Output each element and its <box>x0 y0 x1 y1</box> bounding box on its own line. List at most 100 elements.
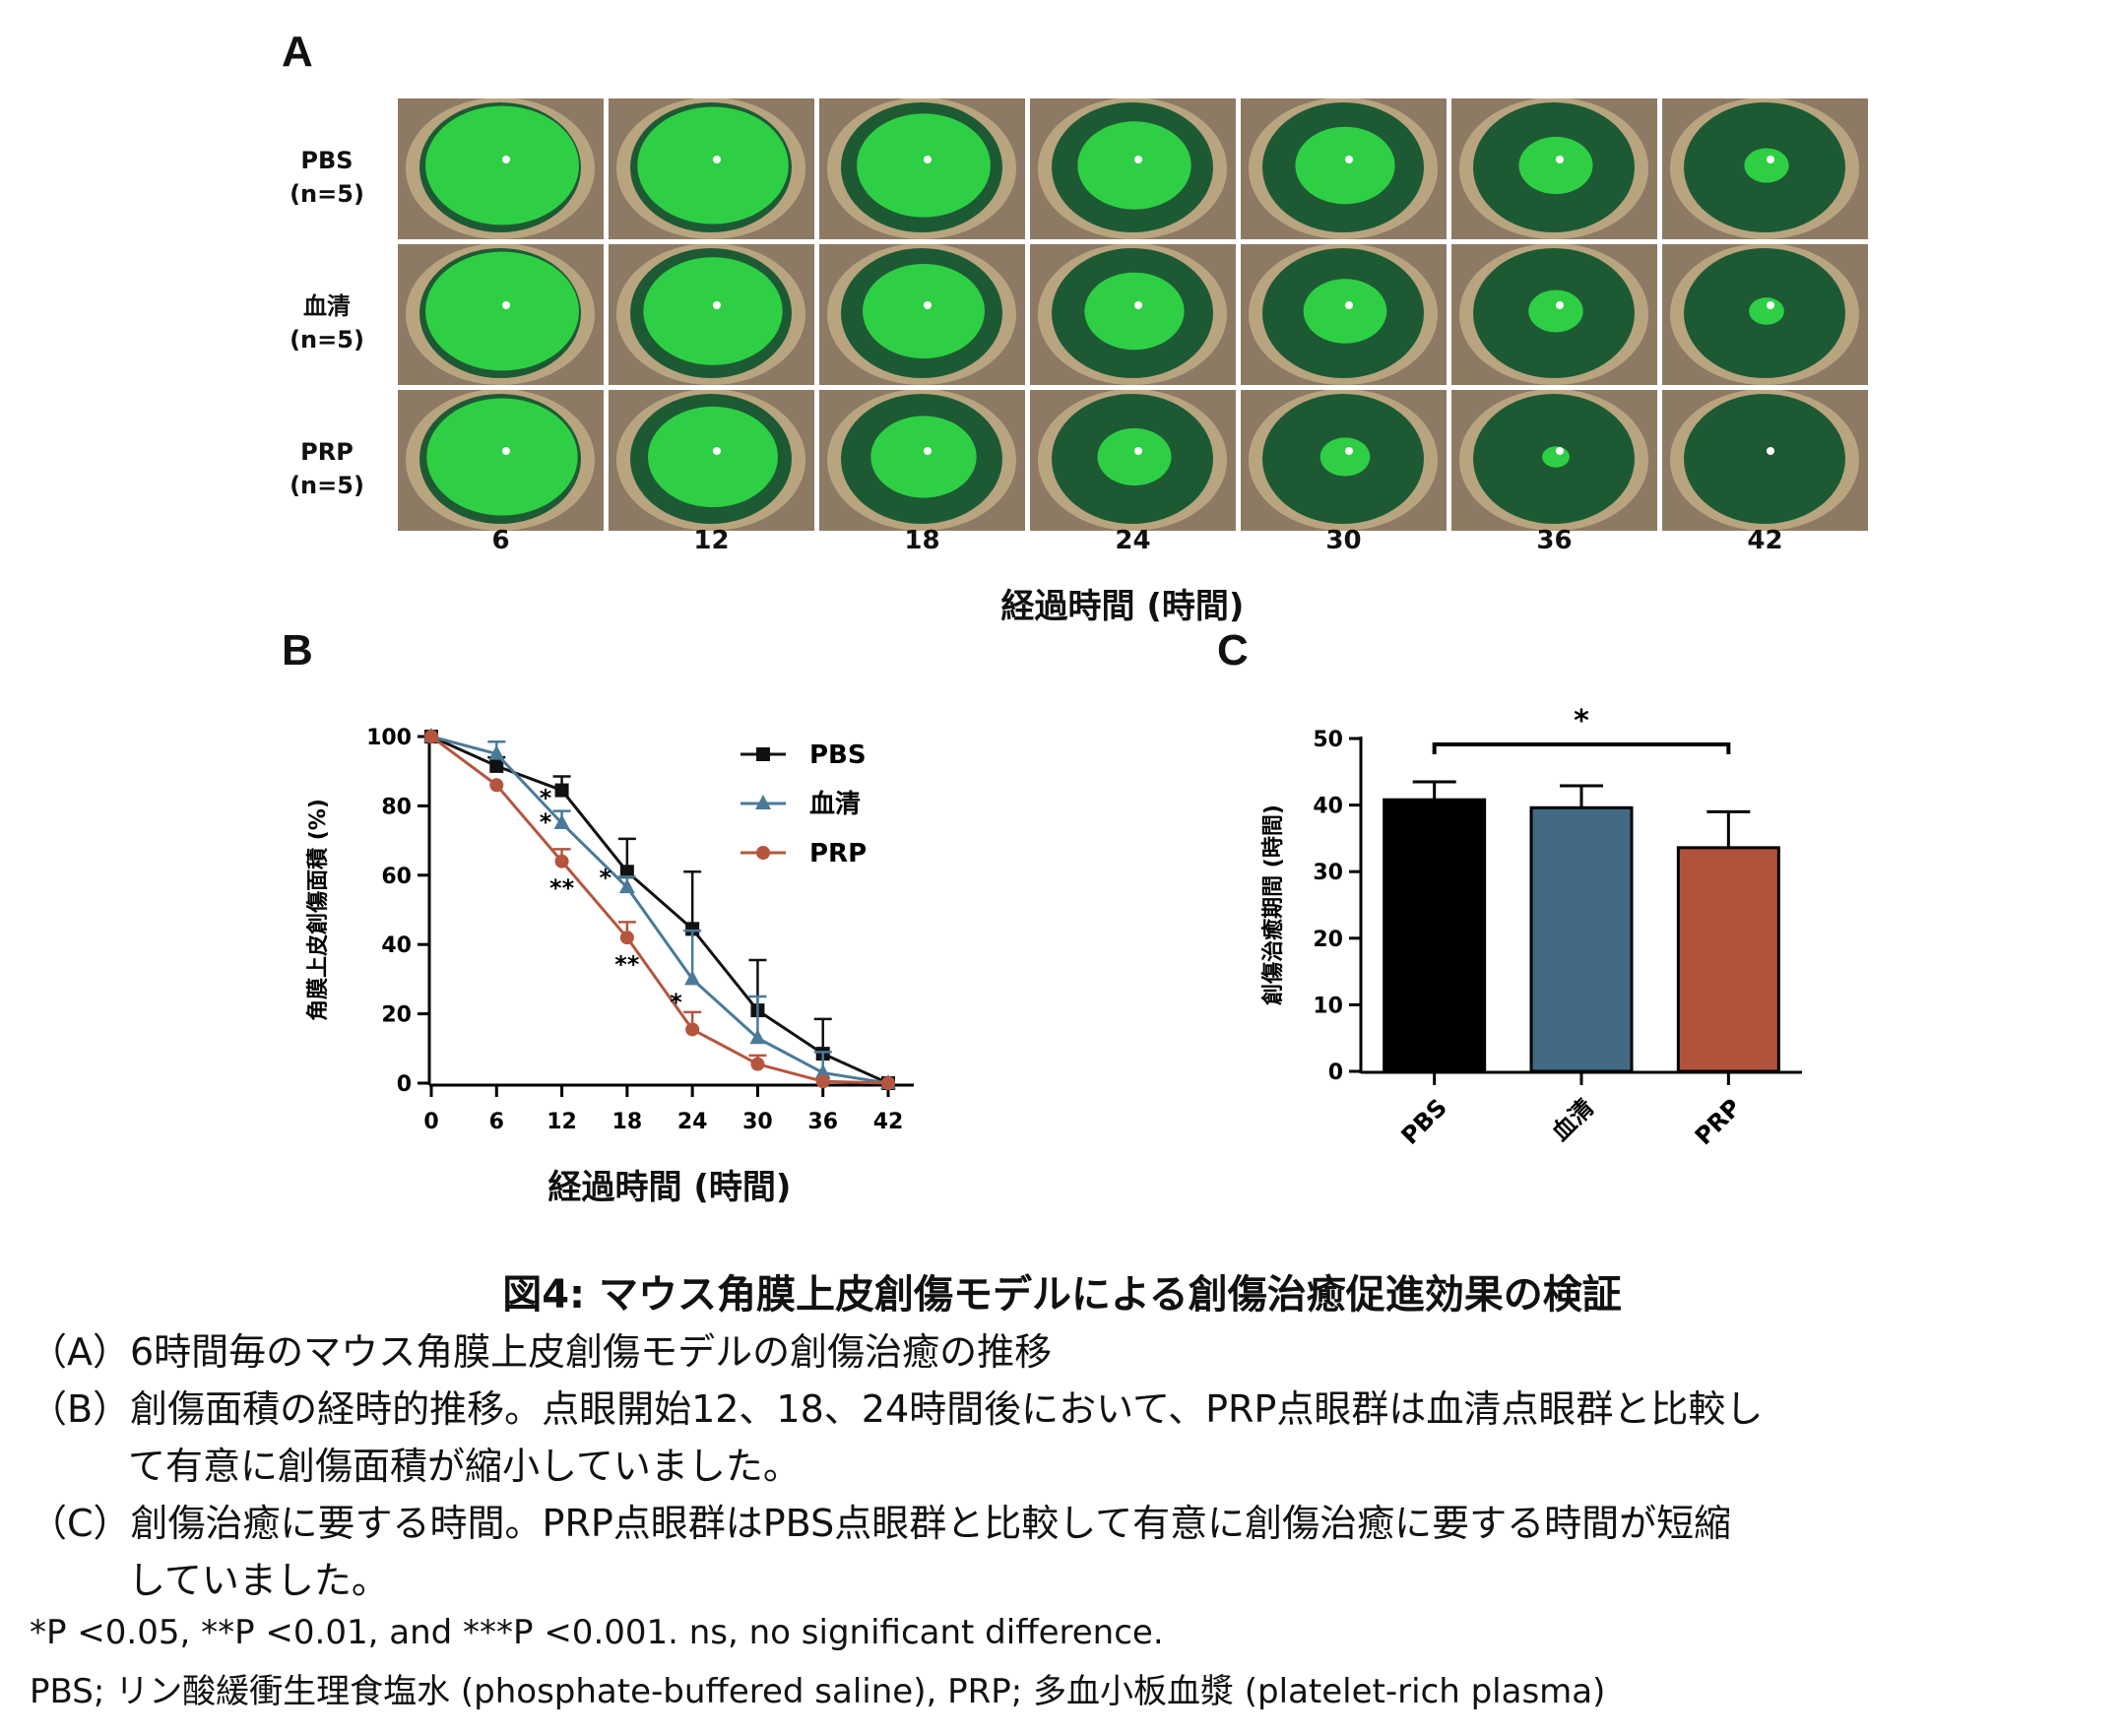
row-label: 血清 (n=5) <box>268 289 386 356</box>
bar-chart: 0 10 20 30 40 50 創傷治癒期間 (時間) PBS 血清 PRP * <box>1260 704 1802 1150</box>
legend-label: PRP <box>809 839 867 868</box>
data-point <box>618 878 635 894</box>
data-point <box>489 778 504 793</box>
data-point <box>750 1057 765 1071</box>
legend-item: 血清 <box>740 790 861 819</box>
x-tick-label: 36 <box>807 1110 838 1134</box>
caption-line-c2: していました。 <box>128 1559 389 1602</box>
time-column-label: 42 <box>1747 526 1783 555</box>
bar-PBS: PBS <box>1383 780 1487 1150</box>
row-label: PRP (n=5) <box>268 435 386 502</box>
eye-photo <box>1662 390 1868 531</box>
stain-area <box>1542 446 1570 468</box>
time-column-label: 18 <box>904 526 940 555</box>
data-point <box>554 854 569 868</box>
stain-area <box>1319 437 1371 477</box>
data-point <box>619 931 634 945</box>
data-point <box>881 1076 895 1090</box>
time-column-label: 24 <box>1115 526 1151 555</box>
legend-label: PBS <box>809 740 867 770</box>
y-axis-title: 創傷治癒期間 (時間) <box>1260 804 1286 1005</box>
x-tick-label: 24 <box>677 1110 708 1134</box>
data-point <box>749 1029 766 1045</box>
y-tick-label: 20 <box>1313 928 1343 952</box>
eye-photo <box>1662 244 1868 385</box>
stain-area <box>1077 121 1191 210</box>
data-point <box>619 865 634 879</box>
eye-photo <box>1451 244 1657 385</box>
data-point <box>489 758 504 773</box>
x-tick-label: PRP <box>1690 1093 1747 1150</box>
eye-photo <box>1662 98 1868 239</box>
stain-area <box>1528 289 1583 333</box>
row-label-group: PRP <box>300 438 354 466</box>
data-point <box>553 814 570 829</box>
eye-photo <box>1451 98 1657 239</box>
x-tick-label: 0 <box>423 1110 438 1134</box>
significance-marker: * <box>540 808 552 836</box>
stain-area <box>643 257 783 365</box>
stain-area <box>863 263 985 359</box>
series-line <box>430 735 889 1085</box>
eye-photo <box>819 98 1025 239</box>
significance-marker: ** <box>614 950 640 978</box>
x-tick-label: 18 <box>612 1110 643 1134</box>
x-tick-label: 12 <box>547 1110 577 1134</box>
significance-marker: * <box>1574 704 1589 739</box>
stain-area <box>1518 136 1593 195</box>
row-label-n: (n=5) <box>290 180 364 208</box>
x-tick-label: PBS <box>1396 1093 1452 1149</box>
stain-area <box>648 406 778 508</box>
caption-line-a: （A）6時間毎のマウス角膜上皮創傷モデルの創傷治癒の推移 <box>30 1330 1053 1374</box>
stain-area <box>1295 126 1395 205</box>
stain-area <box>637 106 789 225</box>
footnote-significance: *P <0.05, **P <0.01, and ***P <0.001. ns… <box>30 1613 1164 1652</box>
eye-photo <box>1030 244 1236 385</box>
panel-a-letter: A <box>282 28 313 76</box>
row-label-n: (n=5) <box>290 472 364 499</box>
panel-c-letter: C <box>1217 626 1249 675</box>
caption-line-c1: （C）創傷治癒に要する時間。PRP点眼群はPBS点眼群と比較して有意に創傷治癒に… <box>30 1502 1732 1545</box>
error-bar <box>1706 809 1751 848</box>
row-label-group: 血清 <box>303 292 351 320</box>
panel-a-x-axis-title: 経過時間 (時間) <box>1000 587 1245 626</box>
time-column-label: 36 <box>1536 526 1573 555</box>
data-point <box>815 1074 830 1089</box>
line-chart-x-axis-title: 経過時間 (時間) <box>547 1168 792 1207</box>
eye-photo <box>1241 244 1447 385</box>
x-tick-label: 血清 <box>1547 1093 1600 1146</box>
x-tick-label: 30 <box>742 1110 773 1134</box>
data-point <box>554 783 569 798</box>
time-column-label: 6 <box>491 526 510 555</box>
y-tick-label: 40 <box>1313 795 1343 819</box>
y-tick-label: 0 <box>397 1072 412 1097</box>
x-tick-label: 42 <box>873 1110 904 1134</box>
row-label-n: (n=5) <box>290 326 364 354</box>
stain-area <box>425 251 579 371</box>
legend-item: PBS <box>740 740 867 770</box>
axes: 0 20 40 60 80 100 0 6 12 18 24 30 36 42 <box>366 726 914 1134</box>
bar-PRP: PRP <box>1676 809 1780 1150</box>
significance-marker: * <box>670 989 682 1016</box>
y-tick-label: 30 <box>1313 861 1343 885</box>
eye-photo <box>609 98 814 239</box>
data-point <box>685 922 700 936</box>
significance-bracket <box>1432 742 1731 754</box>
stain-area <box>1303 279 1387 344</box>
figure-caption-title: 図4: マウス角膜上皮創傷モデルによる創傷治癒促進効果の検証 <box>502 1272 1622 1318</box>
eye-photo <box>1030 390 1236 531</box>
error-bar <box>1560 784 1603 808</box>
series-PRP <box>424 730 895 1090</box>
stain-area <box>857 113 991 218</box>
bar <box>1676 846 1780 1073</box>
eye-photo <box>609 390 814 531</box>
y-tick-label: 100 <box>366 726 412 750</box>
eye-photo <box>819 390 1025 531</box>
y-tick-label: 80 <box>381 795 412 819</box>
eye-photo <box>609 244 814 385</box>
eye-photo <box>1451 390 1657 531</box>
y-tick-label: 50 <box>1313 728 1343 752</box>
row-label-group: PBS <box>300 147 354 174</box>
stain-area <box>1084 272 1185 351</box>
caption-line-b1: （B）創傷面積の経時的推移。点眼開始12、18、24時間後において、PRP点眼群… <box>30 1387 1764 1431</box>
